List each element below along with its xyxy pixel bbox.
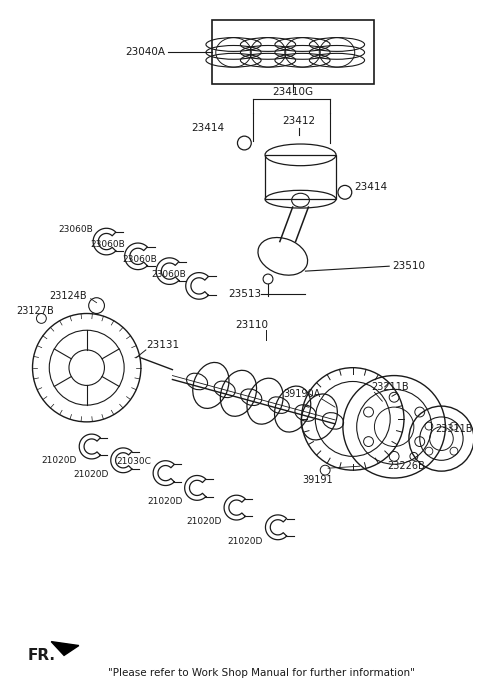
Text: 21020D: 21020D [147, 497, 182, 506]
Text: 23060B: 23060B [59, 225, 94, 234]
Text: 23513: 23513 [228, 289, 261, 299]
Text: 23211B: 23211B [372, 383, 409, 392]
Text: 39191: 39191 [302, 475, 333, 485]
Bar [212, 20, 374, 84]
Text: 23414: 23414 [192, 123, 225, 133]
Polygon shape [51, 642, 79, 656]
Text: 39190A: 39190A [283, 389, 320, 399]
Text: 23060B: 23060B [90, 240, 125, 249]
Text: 23110: 23110 [235, 320, 268, 331]
Text: 23414: 23414 [355, 182, 388, 193]
Text: 23412: 23412 [282, 116, 315, 126]
Text: 21020D: 21020D [186, 517, 222, 526]
Text: 23060B: 23060B [122, 255, 156, 264]
Text: 23131: 23131 [146, 340, 179, 350]
Text: 21020D: 21020D [41, 456, 77, 465]
Text: FR.: FR. [27, 648, 56, 663]
Text: 23226B: 23226B [387, 462, 425, 471]
Text: 23040A: 23040A [126, 47, 166, 58]
Text: 23410G: 23410G [272, 87, 313, 97]
Text: 21030C: 21030C [116, 457, 151, 466]
Text: "Please refer to Work Shop Manual for further information": "Please refer to Work Shop Manual for fu… [108, 668, 415, 678]
Text: 23124B: 23124B [49, 291, 87, 301]
Text: 23510: 23510 [392, 261, 425, 271]
Text: 23060B: 23060B [152, 270, 186, 279]
Text: 21020D: 21020D [73, 470, 108, 479]
Text: 21020D: 21020D [228, 536, 263, 545]
Text: 23311B: 23311B [435, 424, 473, 434]
Text: 23127B: 23127B [17, 306, 54, 315]
